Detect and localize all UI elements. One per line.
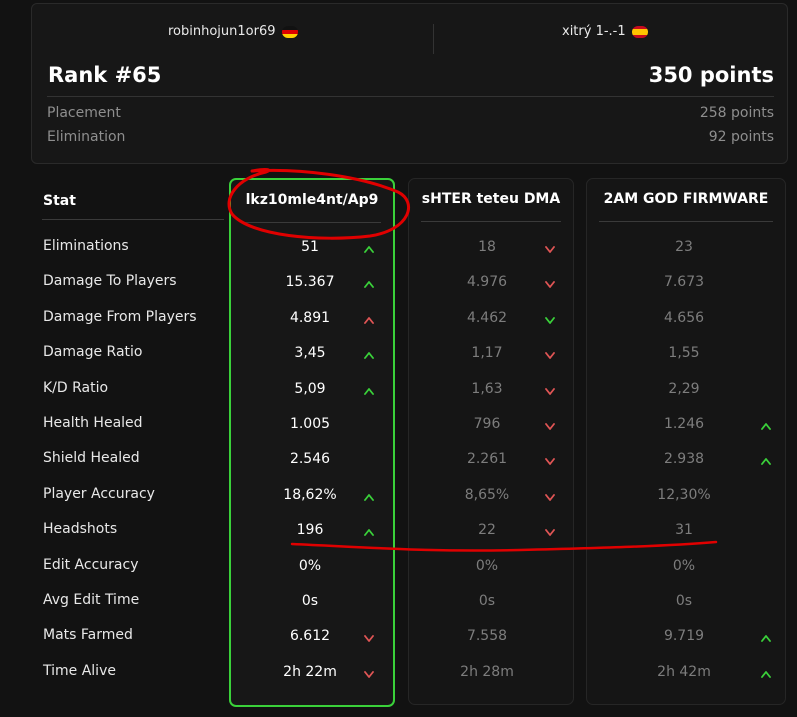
stat-label: Headshots: [43, 521, 118, 538]
stat-value-player-3: 23: [675, 239, 693, 255]
match-summary-card: robinhojun1or69 xitrý 1-.-1 Rank #65 350…: [31, 3, 788, 164]
chevron-up-icon: [364, 281, 374, 289]
stat-value-player-1: 0s: [301, 593, 319, 609]
stat-value-player-2: 1,63: [471, 380, 503, 397]
chevron-down-icon: [545, 316, 555, 324]
chevron-up-icon: [364, 246, 374, 253]
stat-value-player-1: 5,09: [294, 380, 326, 397]
chevron-up-icon: [364, 316, 374, 324]
rank-label: Rank #65: [48, 63, 162, 87]
chevron-down-icon: [545, 281, 555, 289]
chevron-down-icon: [545, 387, 555, 395]
stat-value-player-2: 0s: [478, 593, 496, 609]
stat-value-player-2: 796: [473, 416, 501, 432]
team-separator: [433, 24, 434, 54]
stat-label: Eliminations: [43, 238, 129, 254]
player-1-name: lkz10mle4nt/Ap9: [245, 192, 379, 208]
elimination-value: 92 points: [708, 129, 774, 145]
summary-divider: [47, 96, 774, 97]
player-3-name: 2AM GOD FIRMWARE: [603, 191, 769, 207]
stat-value-player-2: 8,65%: [464, 486, 510, 503]
stat-label: Damage From Players: [43, 308, 197, 325]
stat-value-player-3: 0s: [675, 593, 693, 609]
stat-value-player-2: 4.976: [466, 274, 508, 291]
stat-value-player-3: 7.673: [663, 274, 705, 291]
team-right[interactable]: xitrý 1-.-1: [562, 24, 648, 39]
stat-value-player-2: 4.462: [466, 309, 508, 326]
stat-value-player-3: 9.719: [663, 628, 705, 645]
es-flag-icon: [631, 25, 648, 38]
stat-value-player-2: 18: [478, 239, 496, 255]
stat-label: Mats Farmed: [43, 627, 133, 644]
stat-value-player-3: 2,29: [668, 380, 700, 397]
chevron-up-icon: [364, 529, 374, 537]
stat-label: K/D Ratio: [43, 379, 109, 396]
total-points: 350 points: [648, 63, 774, 87]
stat-value-player-3: 2.938: [663, 451, 705, 468]
chevron-down-icon: [364, 670, 374, 678]
stat-value-player-2: 2.261: [466, 451, 508, 468]
chevron-up-icon: [364, 387, 374, 395]
chevron-down-icon: [545, 246, 555, 253]
chevron-up-icon: [761, 635, 771, 643]
player-1-divider: [243, 222, 381, 223]
stat-value-player-2: 7.558: [466, 628, 508, 645]
chevron-up-icon: [364, 493, 374, 501]
stat-value-player-3: 2h 42m: [657, 663, 711, 680]
player-column-3[interactable]: 2AM GOD FIRMWARE: [586, 178, 786, 705]
chevron-down-icon: [545, 423, 555, 430]
elimination-label: Elimination: [47, 129, 126, 145]
stat-value-player-3: 12,30%: [657, 486, 711, 503]
stat-value-player-1: 51: [301, 239, 319, 255]
chevron-up-icon: [761, 670, 771, 678]
stat-label: Damage To Players: [43, 273, 177, 290]
stat-column-header: Stat: [43, 193, 76, 209]
stat-label: Health Healed: [43, 415, 143, 431]
stat-value-player-1: 6.612: [289, 628, 331, 645]
stat-value-player-1: 2h 22m: [283, 663, 337, 680]
player-3-divider: [599, 221, 773, 222]
player-2-divider: [421, 221, 561, 222]
stat-value-player-1: 2.546: [289, 451, 331, 468]
stat-value-player-3: 1.246: [663, 416, 705, 432]
stat-label: Time Alive: [43, 662, 116, 679]
stat-value-player-3: 31: [675, 522, 693, 539]
chevron-down-icon: [545, 458, 555, 466]
chevron-down-icon: [545, 352, 555, 360]
stat-value-player-1: 196: [296, 522, 324, 539]
stat-value-player-3: 1,55: [668, 345, 700, 362]
stat-value-player-2: 0%: [475, 557, 499, 574]
stat-value-player-1: 3,45: [294, 345, 326, 362]
placement-label: Placement: [47, 105, 121, 121]
stat-value-player-3: 4.656: [663, 309, 705, 326]
stat-label: Avg Edit Time: [43, 592, 140, 608]
stat-label: Player Accuracy: [43, 485, 155, 502]
chevron-down-icon: [545, 529, 555, 537]
chevron-down-icon: [364, 635, 374, 643]
stat-value-player-1: 0%: [298, 557, 322, 574]
stat-value-player-1: 18,62%: [283, 486, 337, 503]
team-left[interactable]: robinhojun1or69: [168, 24, 298, 39]
stat-header-divider: [42, 219, 224, 220]
placement-value: 258 points: [699, 105, 774, 121]
stat-label: Edit Accuracy: [43, 556, 139, 573]
stat-value-player-1: 4.891: [289, 309, 331, 326]
stat-value-player-1: 1.005: [289, 416, 331, 432]
chevron-up-icon: [364, 352, 374, 360]
team-left-name: robinhojun1or69: [168, 24, 276, 39]
stat-value-player-2: 22: [478, 522, 496, 539]
chevron-up-icon: [761, 423, 771, 430]
player-column-2[interactable]: sHTER teteu DMA: [408, 178, 574, 705]
team-right-name: xitrý 1-.-1: [562, 24, 626, 39]
stat-value-player-2: 1,17: [471, 345, 503, 362]
stat-label: Damage Ratio: [43, 344, 143, 361]
stat-value-player-3: 0%: [672, 557, 696, 574]
stat-label: Shield Healed: [43, 450, 140, 467]
chevron-down-icon: [545, 493, 555, 501]
de-flag-icon: [281, 25, 298, 38]
player-2-name: sHTER teteu DMA: [421, 191, 561, 207]
stat-value-player-2: 2h 28m: [460, 663, 514, 680]
chevron-up-icon: [761, 458, 771, 466]
stat-value-player-1: 15.367: [285, 274, 335, 291]
